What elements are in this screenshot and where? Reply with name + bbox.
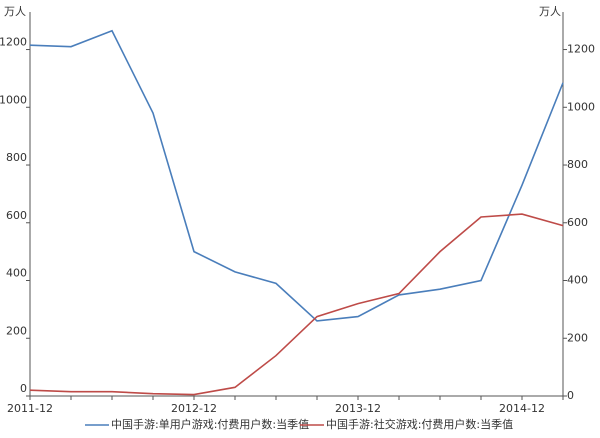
y-tick-label: 600 — [6, 209, 27, 222]
legend-label: 中国手游:社交游戏:付费用户数:当季值 — [326, 417, 513, 431]
y-tick-label: 800 — [6, 151, 27, 164]
y2-tick-label: 600 — [567, 216, 588, 229]
y-tick-label: 400 — [6, 267, 27, 280]
legend-label: 中国手游:单用户游戏:付费用户数:当季值 — [111, 417, 309, 431]
x-tick-label: 2014-12 — [499, 402, 545, 415]
y-tick-label: 1200 — [0, 36, 27, 49]
y-tick-label: 0 — [20, 382, 27, 395]
y-unit: 万人 — [4, 5, 26, 18]
y2-tick-label: 400 — [567, 274, 588, 287]
x-tick-label: 2013-12 — [335, 402, 381, 415]
y-tick-label: 200 — [6, 324, 27, 337]
y2-tick-label: 800 — [567, 158, 588, 171]
y2-tick-label: 1000 — [567, 100, 595, 113]
y2-tick-label: 1200 — [567, 43, 595, 56]
y2-unit: 万人 — [539, 5, 561, 18]
y2-tick-label: 200 — [567, 331, 588, 344]
y2-tick-label: 0 — [567, 389, 574, 402]
x-tick-label: 2012-12 — [171, 402, 217, 415]
y-tick-label: 1000 — [0, 93, 27, 106]
x-tick-label: 2011-12 — [7, 402, 53, 415]
series-line — [29, 29, 564, 322]
series-line — [29, 213, 564, 396]
